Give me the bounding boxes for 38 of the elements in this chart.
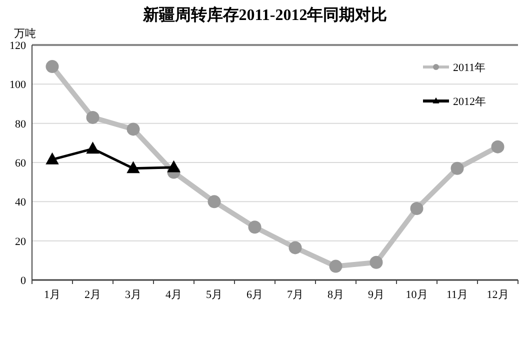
legend-label: 2012年	[453, 96, 486, 108]
x-tick-label: 8月	[328, 289, 344, 301]
point	[370, 256, 383, 269]
x-tick-label: 9月	[368, 289, 384, 301]
point	[329, 260, 342, 273]
y-tick-label: 40	[15, 196, 26, 209]
y-tick-label: 20	[15, 236, 26, 248]
y-axis-title: 万吨	[14, 27, 36, 40]
point	[126, 161, 140, 174]
x-tick-label: 3月	[125, 289, 142, 301]
legend-label: 2011年	[453, 62, 486, 74]
point	[167, 160, 180, 172]
y-tick-label: 0	[20, 275, 26, 287]
point	[248, 220, 262, 234]
point	[86, 142, 100, 154]
point	[126, 122, 140, 136]
x-tick-label: 7月	[287, 289, 304, 301]
y-tick-label: 120	[10, 40, 26, 52]
point	[208, 195, 221, 208]
x-tick-label: 5月	[206, 289, 222, 301]
x-tick-label: 1月	[44, 289, 60, 301]
x-tick-label: 10月	[406, 289, 428, 301]
point	[86, 110, 100, 124]
x-tick-label: 2月	[84, 289, 101, 301]
x-tick-label: 12月	[486, 289, 509, 301]
y-tick-label: 100	[10, 79, 26, 92]
x-tick-label: 11月	[446, 289, 468, 301]
x-tick-label: 4月	[166, 289, 182, 301]
point	[46, 152, 59, 164]
point	[450, 162, 464, 175]
point	[288, 241, 302, 254]
x-tick-label: 6月	[246, 289, 263, 301]
y-tick-label: 60	[15, 158, 26, 170]
point	[410, 202, 424, 216]
point	[46, 60, 59, 74]
chart-title: 新疆周转库存2011-2012年同期对比	[142, 6, 388, 24]
y-tick-label: 80	[15, 118, 26, 130]
point	[491, 140, 504, 154]
